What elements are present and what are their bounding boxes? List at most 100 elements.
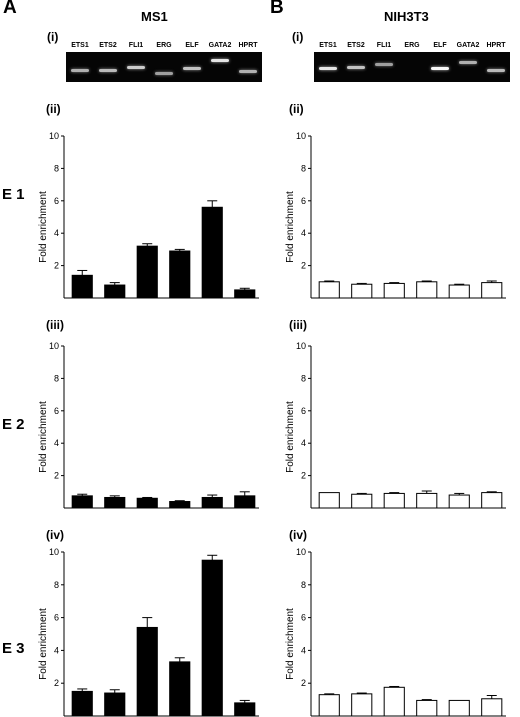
bar — [201, 496, 223, 509]
y-tick-label: 8 — [54, 580, 59, 590]
gel-lane-label: ELF — [185, 42, 199, 49]
gel-lane-label: ETS1 — [71, 42, 89, 49]
bar — [136, 497, 158, 509]
chart-label-a-ii: (ii) — [46, 102, 61, 116]
bar — [104, 496, 126, 509]
bar — [448, 699, 470, 717]
y-tick-label: 2 — [54, 261, 59, 271]
bar — [383, 492, 405, 509]
y-tick-label: 2 — [301, 678, 306, 688]
bar — [416, 699, 438, 717]
bar — [234, 289, 256, 299]
gel-lane-label: FLI1 — [128, 42, 144, 49]
bar — [448, 494, 470, 509]
gel-lane-label: GATA2 — [456, 42, 480, 49]
bar — [169, 250, 191, 299]
gel-band — [487, 68, 505, 72]
bar — [481, 698, 503, 717]
bar — [104, 692, 126, 717]
bar — [71, 690, 93, 717]
chart-label-a-iv: (iv) — [46, 528, 64, 542]
y-tick-label: 4 — [301, 645, 306, 655]
y-tick-label: 8 — [54, 373, 59, 383]
bar — [136, 245, 158, 299]
bar — [351, 493, 373, 509]
y-tick-label: 8 — [301, 580, 306, 590]
gel-lane-label: ETS2 — [99, 42, 117, 49]
y-axis-title: Fold enrichment — [38, 191, 49, 263]
gel-label-a: (i) — [47, 30, 59, 44]
chart-label-b-iii: (iii) — [289, 318, 307, 332]
chart-label-b-iv: (iv) — [289, 528, 307, 542]
bar — [71, 274, 93, 299]
y-tick-label: 2 — [54, 678, 59, 688]
gel-band — [431, 67, 449, 70]
y-tick-label: 2 — [301, 261, 306, 271]
chart-label-b-ii: (ii) — [289, 102, 304, 116]
gel-lane-label: ERG — [404, 42, 420, 49]
column-title-ms1: MS1 — [141, 9, 168, 24]
bar — [416, 492, 438, 509]
chart-label-a-iii: (iii) — [46, 318, 64, 332]
gel-band — [183, 67, 201, 70]
gel-background — [314, 52, 510, 82]
y-tick-label: 6 — [54, 613, 59, 623]
y-tick-label: 10 — [296, 341, 306, 351]
row-label-e1: E 1 — [2, 186, 25, 203]
bar — [383, 686, 405, 717]
bar — [318, 694, 340, 717]
bar — [201, 559, 223, 717]
gel-lane-label: ETS1 — [319, 42, 337, 49]
y-axis-title: Fold enrichment — [285, 191, 296, 263]
y-tick-label: 4 — [54, 645, 59, 655]
y-axis-title: Fold enrichment — [38, 608, 49, 680]
gel-band — [71, 68, 89, 72]
bar — [383, 282, 405, 299]
gel-background — [66, 52, 262, 82]
bar — [104, 284, 126, 299]
y-tick-label: 4 — [301, 228, 306, 238]
y-tick-label: 10 — [49, 131, 59, 141]
gel-band — [127, 65, 145, 69]
panel-letter-b: B — [270, 0, 284, 18]
y-tick-label: 4 — [54, 438, 59, 448]
y-tick-label: 10 — [296, 547, 306, 557]
bar — [234, 702, 256, 717]
gel-band — [347, 65, 365, 69]
gel-band — [459, 61, 477, 64]
bar — [234, 495, 256, 509]
bar — [351, 693, 373, 717]
y-tick-label: 2 — [54, 471, 59, 481]
bar — [201, 206, 223, 299]
panel-letter-a: A — [3, 0, 17, 18]
y-tick-label: 6 — [301, 406, 306, 416]
gel-lane-label: ERG — [156, 42, 172, 49]
gel-band — [319, 67, 337, 70]
gel-lane-label: GATA2 — [208, 42, 232, 49]
bar — [481, 492, 503, 509]
gel-band — [155, 71, 173, 75]
y-tick-label: 10 — [49, 547, 59, 557]
gel-lane-label: ETS2 — [347, 42, 365, 49]
y-tick-label: 4 — [54, 228, 59, 238]
gel-lane-label: FLI1 — [376, 42, 392, 49]
y-tick-label: 8 — [301, 163, 306, 173]
bar — [169, 661, 191, 717]
y-tick-label: 4 — [301, 438, 306, 448]
row-label-e3: E 3 — [2, 640, 25, 657]
gel-lane-label: HPRT — [238, 42, 258, 49]
y-axis-title: Fold enrichment — [285, 608, 296, 680]
row-label-e2: E 2 — [2, 416, 25, 433]
bar — [318, 492, 340, 509]
y-tick-label: 10 — [49, 341, 59, 351]
gel-band — [375, 62, 393, 66]
gel-band — [239, 70, 257, 73]
bar — [448, 284, 470, 299]
y-tick-label: 10 — [296, 131, 306, 141]
y-tick-label: 8 — [301, 373, 306, 383]
gel-band — [211, 58, 229, 62]
y-tick-label: 6 — [301, 196, 306, 206]
gel-label-b: (i) — [292, 30, 304, 44]
bar — [351, 283, 373, 299]
